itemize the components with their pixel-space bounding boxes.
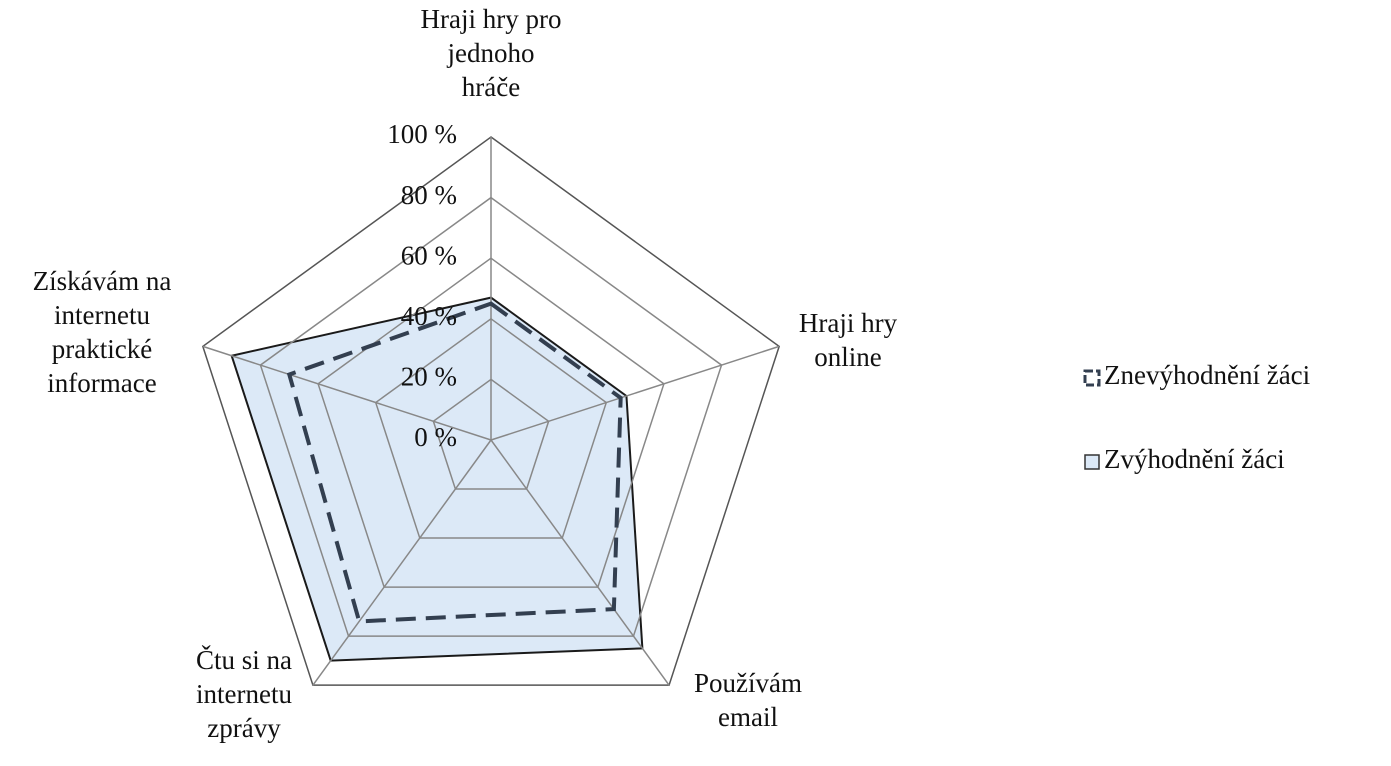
legend-swatch [1083,369,1101,387]
grid-ring [432,378,550,490]
grid-ring [374,317,608,539]
category-label-line: hráče [462,72,520,102]
category-label-line: email [718,702,778,732]
tick-label: 60 % [401,240,457,270]
grid-ring [259,196,723,637]
axis-spoke [490,345,780,441]
axis-spoke [312,439,492,686]
tick-label: 20 % [401,362,457,392]
category-label-line: Čtu si na [196,645,292,675]
category-label-line: zprávy [207,713,281,743]
category-label: Hraji hry online [799,308,898,372]
category-label-line: internetu [196,679,292,709]
tick-label: 0 % [414,422,457,452]
legend-label: Znevýhodnění žáci [1104,360,1310,390]
category-label-line: Používám [694,668,802,698]
axis-spoke [490,439,670,686]
category-label-line: internetu [54,300,150,330]
tick-label: 100 % [387,119,457,149]
category-label-line: Hraji hry pro [421,4,562,34]
category-label: Používám email [694,668,802,732]
axis-spoke [202,345,492,441]
category-label: Hraji hry pro jednoho hráče [421,4,562,102]
category-label: Čtu si na internetu zprávy [196,645,292,743]
grid-ring [317,257,665,588]
category-label-line: jednoho [447,38,535,68]
category-label-line: online [814,342,882,372]
category-label-line: Hraji hry [799,308,898,338]
tick-label: 80 % [401,180,457,210]
category-label-line: informace [47,368,156,398]
legend-swatch [1084,454,1100,470]
legend-label: Zvýhodnění žáci [1104,444,1285,474]
category-label: Získávám na internetu praktické informace [33,266,172,398]
series-line [286,301,623,624]
category-label-line: Získávám na [33,266,172,296]
tick-label: 40 % [401,301,457,331]
category-label-line: praktické [52,334,152,364]
grid-ring [201,136,781,686]
